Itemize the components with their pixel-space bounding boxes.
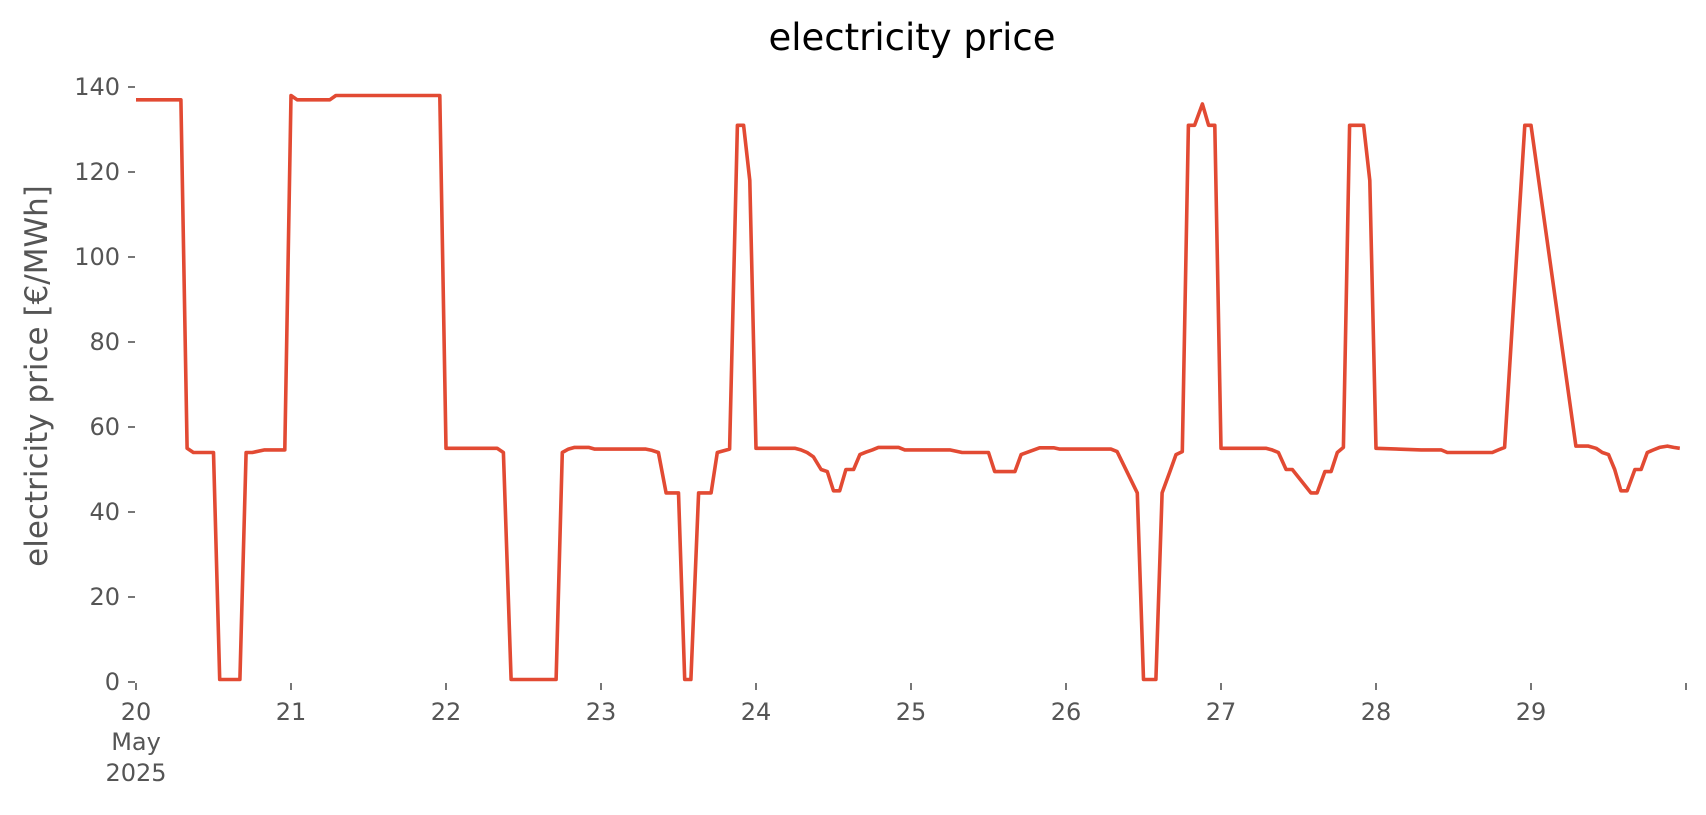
y-tick-label: 20 xyxy=(89,583,120,611)
x-tick-label: 22 xyxy=(431,698,462,726)
x-tick-label: 26 xyxy=(1051,698,1082,726)
x-tick-label: 20 xyxy=(121,698,152,726)
y-tick-label: 60 xyxy=(89,413,120,441)
x-tick-label: 28 xyxy=(1361,698,1392,726)
x-tick-sublabel: 2025 xyxy=(105,759,166,787)
y-axis-label: electricity price [€/MWh] xyxy=(19,185,55,567)
x-tick-label: 21 xyxy=(276,698,307,726)
x-tick-label: 29 xyxy=(1516,698,1547,726)
x-tick-label: 27 xyxy=(1206,698,1237,726)
y-tick-label: 120 xyxy=(74,158,120,186)
y-tick-label: 140 xyxy=(74,73,120,101)
y-tick-label: 100 xyxy=(74,243,120,271)
chart-title: electricity price xyxy=(768,16,1055,59)
y-tick-label: 40 xyxy=(89,498,120,526)
price-series-line xyxy=(136,93,1681,682)
x-tick-sublabel: May xyxy=(111,728,161,756)
x-tick-label: 25 xyxy=(896,698,927,726)
y-tick-label: 0 xyxy=(105,668,120,696)
plot-series xyxy=(136,93,1681,682)
x-tick-label: 24 xyxy=(741,698,772,726)
y-axis-ticks: 0 20 40 60 80 100 120 140 xyxy=(74,73,135,696)
y-tick-label: 80 xyxy=(89,328,120,356)
x-tick-label: 23 xyxy=(586,698,617,726)
